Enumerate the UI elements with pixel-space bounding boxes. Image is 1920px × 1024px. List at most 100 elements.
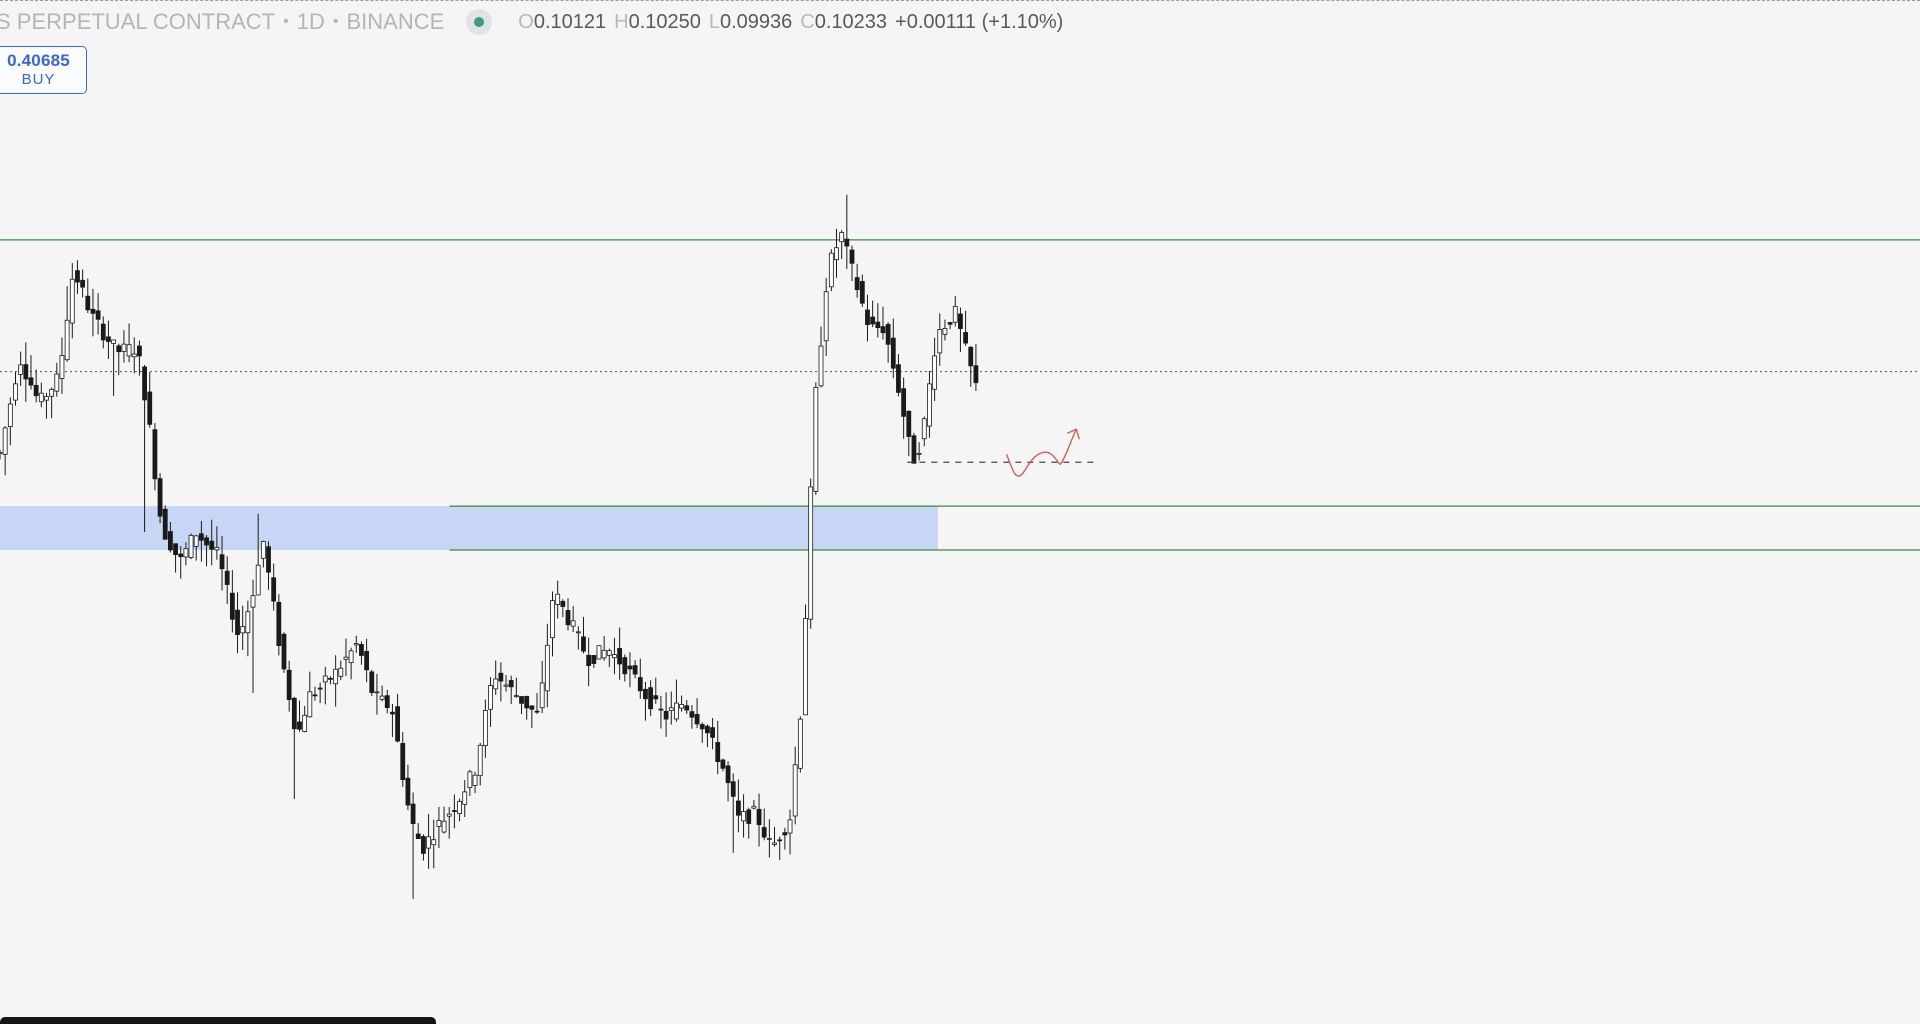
candle-body	[343, 656, 349, 660]
candle-body	[586, 654, 592, 667]
candle-body	[596, 645, 602, 660]
candle-body	[312, 694, 318, 697]
candle-body	[932, 355, 938, 390]
close-key: C	[800, 10, 815, 33]
candle-body	[524, 695, 530, 709]
candle-body	[513, 695, 519, 698]
candle	[75, 260, 80, 294]
candle	[797, 716, 803, 773]
candle-body	[658, 708, 664, 711]
candle-body	[219, 554, 225, 570]
candle	[890, 318, 896, 379]
candle	[106, 320, 111, 359]
candle	[116, 343, 122, 376]
candle	[364, 638, 370, 683]
candle-body	[451, 810, 457, 812]
candle	[240, 605, 246, 650]
candle-body	[751, 805, 757, 809]
candle-body	[534, 710, 540, 713]
candle-body	[958, 313, 963, 329]
candle	[741, 794, 746, 838]
candle-body	[498, 672, 504, 682]
candle	[33, 369, 39, 403]
candle-body	[364, 651, 370, 671]
candle	[818, 326, 824, 388]
low-value: 0.09936	[720, 10, 793, 33]
candle-body	[137, 345, 142, 357]
candle-body	[472, 774, 478, 786]
candle	[570, 606, 576, 632]
candle	[710, 718, 715, 750]
candle	[317, 682, 323, 704]
candle-body	[333, 668, 339, 685]
candle-body	[689, 711, 695, 718]
candle-body	[653, 695, 659, 700]
candle	[679, 695, 684, 712]
close-value: 0.10233	[814, 10, 888, 33]
candle	[250, 579, 256, 694]
candle-body	[648, 687, 654, 710]
candle-body	[720, 759, 726, 769]
candle-body	[446, 813, 452, 817]
candle	[121, 330, 127, 363]
candle	[958, 307, 963, 353]
support-zone	[0, 506, 938, 551]
candle	[472, 771, 478, 794]
candle	[513, 677, 519, 698]
candle	[286, 660, 292, 712]
candle-body	[80, 279, 86, 288]
candle-body	[942, 327, 948, 335]
candle-body	[746, 809, 752, 824]
candle-body	[973, 365, 979, 384]
candle-body	[772, 842, 777, 845]
candle	[529, 705, 535, 728]
candle	[746, 807, 752, 839]
candle	[792, 746, 798, 825]
candle-body	[44, 396, 49, 401]
candle	[932, 337, 938, 401]
candle	[100, 316, 106, 349]
candle	[705, 724, 710, 748]
candle	[338, 660, 344, 681]
candle-body	[735, 800, 741, 816]
buy-button[interactable]: 0.40685 BUY	[0, 46, 87, 94]
candle-body	[539, 682, 545, 709]
bottom-handle-bar[interactable]	[0, 1017, 436, 1024]
candle-body	[952, 305, 958, 323]
candle-body	[808, 486, 814, 620]
candle	[751, 799, 757, 810]
candle-body	[286, 669, 292, 700]
candle-body	[214, 546, 220, 551]
candle	[451, 794, 457, 829]
candle-body	[741, 811, 746, 822]
candle	[859, 274, 865, 307]
candle-body	[782, 832, 788, 836]
market-status-icon[interactable]	[466, 9, 493, 35]
candle	[581, 616, 586, 654]
candle	[772, 826, 777, 847]
candle	[441, 806, 447, 834]
symbol-title[interactable]: S PERPETUAL CONTRACT	[0, 9, 276, 34]
candle-body	[792, 764, 798, 817]
candle	[64, 286, 70, 362]
exchange-label: BINANCE	[346, 9, 445, 34]
candle-body	[761, 827, 767, 838]
interval-label[interactable]: 1D	[296, 9, 325, 34]
candle	[627, 652, 633, 688]
separator-dot: •	[283, 13, 289, 30]
candle-body	[276, 601, 282, 646]
candle	[963, 310, 968, 346]
candle-body	[612, 654, 617, 659]
candle	[271, 563, 277, 611]
candle-body	[49, 388, 55, 397]
candle-body	[581, 636, 586, 652]
candle	[653, 677, 659, 704]
zone-layer	[0, 506, 938, 551]
candle	[28, 355, 34, 390]
candle-body	[374, 691, 380, 694]
candle-body	[271, 577, 277, 602]
candle-body	[756, 808, 762, 826]
candle-body	[947, 322, 953, 325]
candle	[937, 313, 943, 366]
